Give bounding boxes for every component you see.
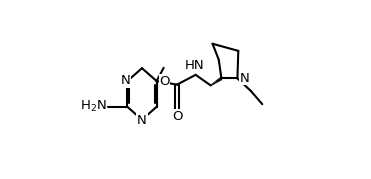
Text: O: O [159, 75, 170, 88]
Text: N: N [240, 72, 250, 84]
Text: N: N [137, 114, 147, 127]
Text: HN: HN [185, 59, 204, 72]
Text: N: N [121, 74, 131, 87]
Text: O: O [172, 110, 182, 123]
Text: H$_2$N: H$_2$N [80, 99, 107, 114]
